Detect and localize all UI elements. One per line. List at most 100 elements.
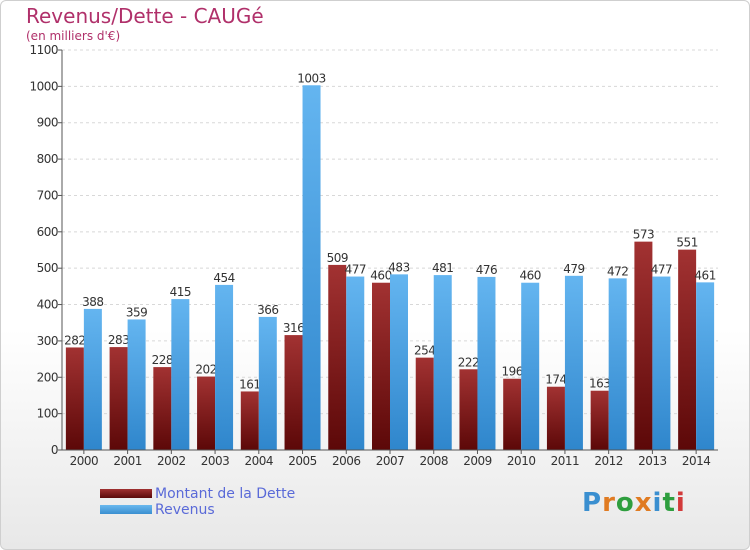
bar-revenus (477, 276, 496, 450)
data-label: 573 (633, 228, 654, 242)
logo-letter: x (634, 488, 653, 518)
bar-revenus (521, 282, 540, 450)
data-label: 388 (82, 295, 103, 309)
data-label: 202 (195, 363, 216, 377)
y-tick-label: 400 (37, 298, 58, 312)
x-tick-label: 2007 (376, 454, 405, 468)
data-label: 476 (476, 263, 497, 277)
bar-dette (459, 369, 478, 450)
y-tick-label: 1000 (29, 79, 58, 93)
bar-revenus (564, 275, 583, 450)
data-label: 174 (545, 373, 566, 387)
x-tick-label: 2005 (288, 454, 317, 468)
data-label: 254 (414, 344, 435, 358)
y-tick-label: 200 (37, 370, 58, 384)
chart-title: Revenus/Dette - CAUGé (26, 4, 264, 28)
bar-revenus (346, 276, 365, 450)
data-label: 481 (432, 261, 453, 275)
legend-swatch-revenus (100, 505, 152, 514)
x-tick-label: 2002 (157, 454, 186, 468)
bar-dette (328, 264, 347, 450)
x-tick-label: 2012 (594, 454, 623, 468)
data-label: 460 (519, 269, 540, 283)
data-label: 477 (651, 263, 672, 277)
logo-letter: i (675, 488, 686, 518)
y-tick-label: 1100 (29, 43, 58, 57)
y-tick-label: 500 (37, 261, 58, 275)
legend-label-dette: Montant de la Dette (155, 486, 296, 502)
x-tick-label: 2014 (682, 454, 711, 468)
y-tick-label: 800 (37, 152, 58, 166)
x-tick-label: 2000 (70, 454, 99, 468)
y-tick-label: 0 (51, 443, 58, 457)
bar-revenus (652, 276, 671, 450)
bar-revenus (390, 274, 408, 450)
y-tick-label: 900 (37, 116, 58, 130)
y-tick-label: 300 (37, 334, 58, 348)
data-label: 460 (370, 269, 391, 283)
data-label: 228 (152, 353, 173, 367)
logo-letter: i (652, 488, 663, 518)
bar-layer: 282 388 283 359 228 415 202 454 161 366 316 1003 509… (64, 71, 716, 450)
x-tick-label: 2003 (201, 454, 230, 468)
y-tick-label: 100 (37, 407, 58, 421)
bar-dette (372, 282, 390, 450)
x-tick-label: 2010 (507, 454, 536, 468)
data-label: 472 (607, 264, 628, 278)
data-label: 454 (213, 271, 234, 285)
data-label: 509 (327, 251, 348, 265)
bar-dette (153, 367, 172, 450)
data-label: 163 (589, 377, 610, 391)
data-label: 551 (676, 236, 697, 250)
data-label: 366 (257, 303, 278, 317)
bar-dette (503, 378, 522, 450)
bar-dette (240, 391, 259, 450)
data-label: 316 (283, 321, 304, 335)
data-label: 477 (345, 263, 366, 277)
logo-letter: P (582, 488, 603, 518)
bar-dette (546, 386, 565, 450)
x-tick-label: 2011 (551, 454, 580, 468)
bar-revenus (433, 275, 452, 450)
data-label: 283 (108, 333, 129, 347)
proxiti-logo: Proxiti (582, 488, 686, 518)
data-label: 196 (501, 365, 522, 379)
legend-label-revenus: Revenus (155, 502, 215, 518)
data-label: 479 (563, 262, 584, 276)
bar-dette (678, 249, 697, 450)
bar-dette (197, 376, 216, 450)
bar-dette (109, 347, 128, 450)
y-tick-label: 600 (37, 225, 58, 239)
axis-layer: 0 100 200 300 400 500 600 700 800 900 1000 1100 2000… (29, 43, 718, 468)
x-tick-label: 2004 (245, 454, 274, 468)
x-tick-label: 2008 (419, 454, 448, 468)
bar-dette (65, 347, 84, 450)
data-label: 415 (170, 285, 191, 299)
bar-dette (590, 390, 609, 450)
bar-revenus (215, 284, 234, 450)
x-tick-label: 2001 (113, 454, 142, 468)
bar-dette (415, 357, 434, 450)
bar-revenus (83, 308, 102, 450)
logo-letter: r (602, 488, 616, 518)
bar-dette (634, 241, 653, 450)
bar-revenus (127, 319, 146, 450)
data-label: 161 (239, 377, 260, 391)
x-tick-label: 2009 (463, 454, 492, 468)
x-tick-label: 2006 (332, 454, 361, 468)
chart-subtitle: (en milliers d'€) (26, 29, 121, 43)
bar-revenus (171, 299, 190, 450)
x-tick-label: 2013 (638, 454, 667, 468)
data-label: 483 (388, 260, 409, 274)
data-label: 282 (64, 333, 85, 347)
legend-swatch-dette (100, 489, 152, 498)
y-tick-label: 700 (37, 188, 58, 202)
data-label: 1003 (297, 71, 326, 85)
data-label: 461 (694, 268, 715, 282)
data-label: 359 (126, 305, 147, 319)
bar-revenus (302, 85, 321, 450)
logo-letter: o (615, 488, 635, 518)
data-label: 222 (458, 355, 479, 369)
